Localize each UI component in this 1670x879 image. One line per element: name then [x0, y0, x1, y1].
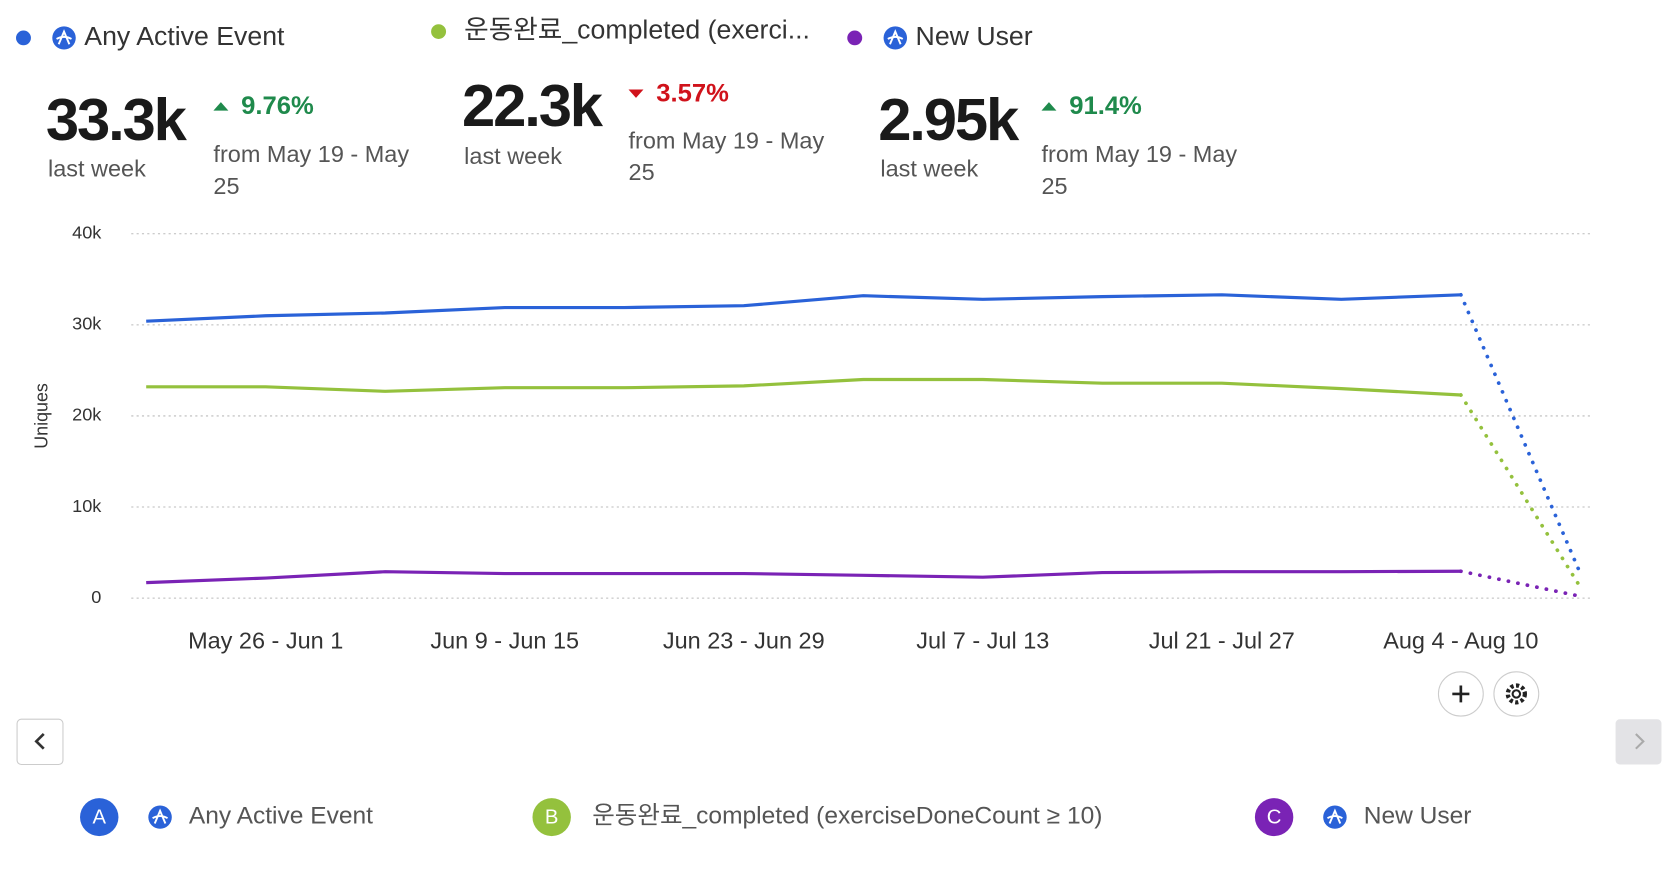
metric-change: 9.76% — [241, 92, 314, 120]
series-badge — [532, 798, 571, 837]
incomplete-segment — [1458, 569, 1583, 599]
series-line — [146, 377, 1461, 397]
series-letter: A — [92, 807, 106, 829]
legend-label: Any Active Event — [84, 21, 285, 51]
comparison-box: from May 19 - May 25 — [628, 127, 825, 186]
legend-label: 운동완료_completed (exerci... — [464, 15, 810, 45]
series-badge — [80, 798, 119, 837]
series-line — [146, 569, 1461, 585]
y-tick-label: 20k — [72, 405, 102, 425]
comparison-box: from May 19 - May 25 — [213, 141, 410, 200]
x-tick-label: Aug 4 - Aug 10 — [1383, 628, 1538, 654]
legend-dot — [431, 24, 447, 39]
y-tick-label: 40k — [72, 223, 102, 243]
series-letter: C — [1267, 807, 1282, 829]
series-line — [146, 293, 1461, 323]
y-tick-label: 30k — [72, 314, 102, 334]
series-name: New User — [1364, 803, 1472, 830]
metric-change: 91.4% — [1069, 92, 1142, 120]
next-button[interactable] — [1615, 719, 1662, 765]
metric-comparison: from May 19 - May 25 — [1041, 141, 1238, 200]
y-axis-label: Uniques — [31, 383, 51, 449]
trend-arrow — [1041, 102, 1057, 111]
incomplete-segment — [1458, 292, 1583, 576]
y-tick-label: 0 — [91, 587, 101, 607]
x-tick-label: Jul 7 - Jul 13 — [916, 628, 1049, 654]
series-name: Any Active Event — [189, 803, 373, 830]
event-icon-glyph — [56, 29, 72, 45]
series-name: 운동완료_completed (exerciseDoneCount ≥ 10) — [592, 803, 1102, 830]
comparison-box: from May 19 - May 25 — [1041, 141, 1238, 200]
series-badge — [1254, 798, 1294, 837]
x-tick-label: Jul 21 - Jul 27 — [1149, 628, 1295, 654]
metric-value: 22.3k — [462, 73, 604, 140]
legend-label: New User — [916, 21, 1033, 51]
trend-arrow — [213, 102, 229, 111]
metric-period: last week — [464, 143, 562, 169]
event-icon-glyph — [887, 29, 904, 45]
metric-period: last week — [880, 156, 978, 182]
trend-arrow — [628, 89, 644, 98]
event-icon-glyph — [152, 808, 169, 824]
settings-button[interactable] — [1493, 671, 1540, 717]
y-tick-label: 10k — [72, 496, 102, 516]
x-tick-label: Jun 9 - Jun 15 — [430, 628, 579, 654]
x-tick-label: May 26 - Jun 1 — [188, 628, 343, 654]
metric-change: 3.57% — [656, 80, 729, 108]
prev-button[interactable] — [16, 718, 64, 766]
legend-dot — [16, 30, 31, 46]
metric-value: 2.95k — [878, 86, 1020, 153]
x-tick-label: Jun 23 - Jun 29 — [663, 628, 825, 654]
incomplete-segment — [1458, 393, 1583, 590]
metric-comparison: from May 19 - May 25 — [213, 141, 410, 200]
event-icon-glyph — [1326, 808, 1343, 824]
series-letter: B — [545, 807, 559, 829]
metric-value: 33.3k — [46, 86, 188, 153]
legend-dot — [847, 30, 863, 46]
add-button[interactable] — [1437, 671, 1484, 717]
metric-period: last week — [48, 156, 146, 182]
metric-comparison: from May 19 - May 25 — [628, 127, 825, 186]
